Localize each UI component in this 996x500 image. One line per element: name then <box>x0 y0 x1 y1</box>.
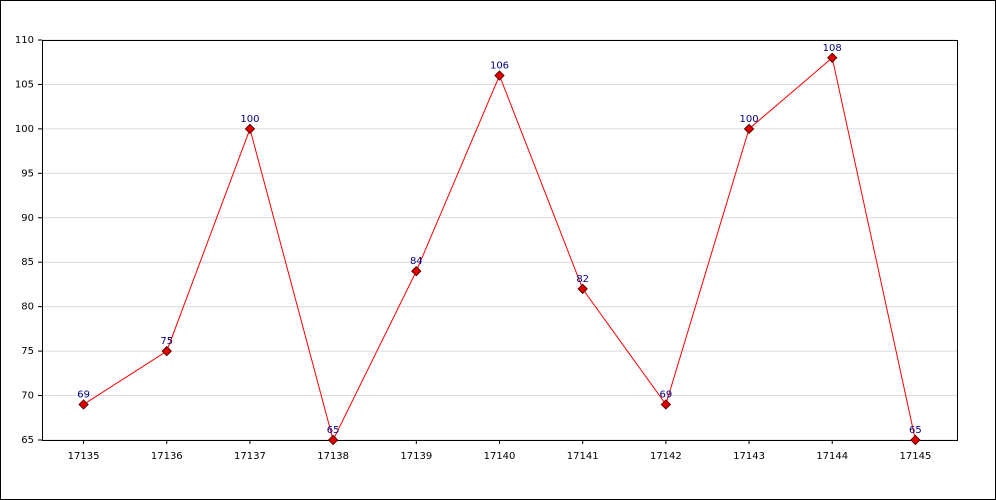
y-tick-label: 110 <box>15 35 34 46</box>
marker <box>743 123 755 135</box>
y-tick-label: 100 <box>15 124 34 135</box>
y-tick-label: 65 <box>21 435 34 446</box>
x-tick-label: 17135 <box>68 451 100 462</box>
data-label: 65 <box>909 425 922 436</box>
data-label: 84 <box>410 256 423 267</box>
data-label: 100 <box>739 114 758 125</box>
data-label: 106 <box>490 61 509 72</box>
y-tick-label: 90 <box>21 213 34 224</box>
marker <box>494 70 505 81</box>
x-tick-label: 17143 <box>733 451 765 462</box>
data-label: 82 <box>576 274 589 285</box>
x-tick-label: 17141 <box>567 451 599 462</box>
x-tick-label: 17136 <box>151 451 183 462</box>
y-tick-label: 95 <box>21 168 34 179</box>
marker <box>910 434 921 446</box>
x-tick-label: 17142 <box>650 451 682 462</box>
data-label: 65 <box>327 425 340 436</box>
marker <box>78 399 89 410</box>
y-tick-label: 105 <box>15 79 34 90</box>
y-tick-label: 75 <box>21 346 34 357</box>
data-label: 75 <box>160 336 173 347</box>
y-tick-label: 80 <box>21 302 34 313</box>
data-label: 69 <box>659 389 672 400</box>
x-tick-label: 17137 <box>234 451 266 462</box>
x-tick-label: 17145 <box>900 451 932 462</box>
x-tick-label: 17140 <box>484 451 516 462</box>
data-label: 69 <box>77 389 90 400</box>
y-tick-label: 70 <box>21 391 34 402</box>
marker <box>327 434 339 446</box>
marker <box>827 52 838 63</box>
x-tick-label: 17138 <box>317 451 349 462</box>
marker <box>161 345 172 357</box>
marker <box>577 283 588 295</box>
x-tick-label: 17144 <box>816 451 848 462</box>
x-tick-label: 17139 <box>400 451 432 462</box>
marker <box>244 123 256 135</box>
data-label: 100 <box>240 114 259 125</box>
data-label: 108 <box>823 43 842 54</box>
marker <box>411 265 422 277</box>
marker <box>660 399 672 410</box>
y-tick-label: 85 <box>21 257 34 268</box>
